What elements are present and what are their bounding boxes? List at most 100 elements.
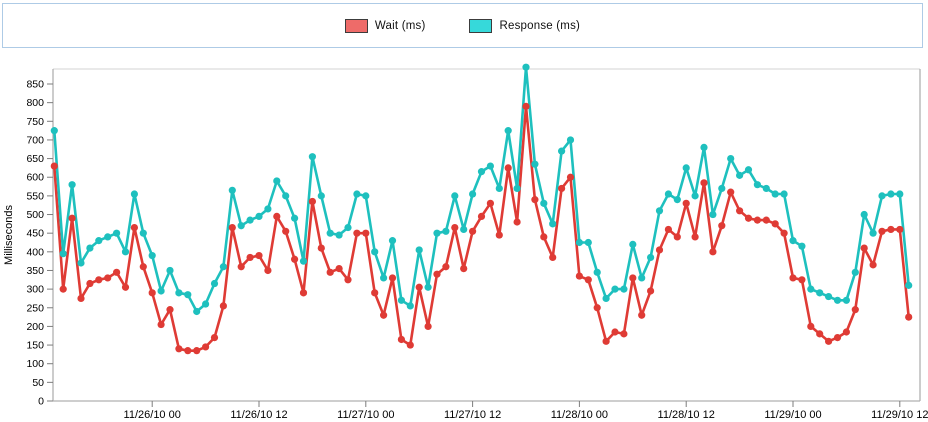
response-data-point[interactable] xyxy=(682,164,690,172)
wait-data-point[interactable] xyxy=(887,225,895,234)
wait-data-point[interactable] xyxy=(255,251,263,260)
response-data-point[interactable] xyxy=(175,289,183,297)
response-data-point[interactable] xyxy=(477,168,486,176)
response-data-point[interactable] xyxy=(442,227,450,235)
wait-data-point[interactable] xyxy=(95,276,103,284)
wait-data-point[interactable] xyxy=(451,223,459,232)
response-data-point[interactable] xyxy=(611,285,619,293)
response-data-point[interactable] xyxy=(860,210,868,219)
wait-data-point[interactable] xyxy=(486,199,494,207)
response-data-point[interactable] xyxy=(566,136,575,144)
response-data-point[interactable] xyxy=(602,294,610,303)
response-data-point[interactable] xyxy=(673,196,681,204)
wait-data-point[interactable] xyxy=(326,268,334,276)
wait-data-point[interactable] xyxy=(682,199,690,207)
wait-data-point[interactable] xyxy=(860,244,868,252)
wait-data-point[interactable] xyxy=(130,223,138,232)
wait-data-point[interactable] xyxy=(762,216,770,224)
wait-data-point[interactable] xyxy=(540,233,548,241)
response-data-point[interactable] xyxy=(433,229,441,237)
response-data-point[interactable] xyxy=(620,285,628,293)
response-data-point[interactable] xyxy=(771,190,779,198)
response-data-point[interactable] xyxy=(709,210,717,219)
response-data-point[interactable] xyxy=(451,192,459,200)
response-data-point[interactable] xyxy=(807,285,815,293)
wait-data-point[interactable] xyxy=(317,244,325,252)
wait-data-point[interactable] xyxy=(469,227,477,235)
response-data-point[interactable] xyxy=(86,244,94,252)
wait-data-point[interactable] xyxy=(673,233,681,241)
response-data-point[interactable] xyxy=(380,274,388,282)
wait-data-point[interactable] xyxy=(121,283,130,291)
response-data-point[interactable] xyxy=(736,171,744,179)
response-data-point[interactable] xyxy=(362,192,370,200)
response-data-point[interactable] xyxy=(762,184,770,193)
wait-data-point[interactable] xyxy=(406,341,414,349)
response-data-point[interactable] xyxy=(869,229,877,237)
response-data-point[interactable] xyxy=(219,263,227,271)
wait-data-point[interactable] xyxy=(833,334,842,342)
response-data-point[interactable] xyxy=(744,166,753,174)
wait-data-point[interactable] xyxy=(807,322,815,331)
response-data-point[interactable] xyxy=(887,190,895,198)
response-data-point[interactable] xyxy=(825,292,833,301)
response-data-point[interactable] xyxy=(833,296,842,304)
response-data-point[interactable] xyxy=(575,238,584,247)
response-data-point[interactable] xyxy=(753,181,762,189)
wait-data-point[interactable] xyxy=(789,274,797,282)
response-data-point[interactable] xyxy=(718,184,726,193)
wait-data-point[interactable] xyxy=(753,216,762,224)
response-data-point[interactable] xyxy=(77,259,85,267)
response-data-point[interactable] xyxy=(397,296,405,304)
response-data-point[interactable] xyxy=(406,302,414,310)
wait-data-point[interactable] xyxy=(896,225,904,234)
wait-data-point[interactable] xyxy=(647,287,655,295)
response-data-point[interactable] xyxy=(531,160,539,168)
response-data-point[interactable] xyxy=(842,296,851,304)
response-data-point[interactable] xyxy=(228,186,236,194)
response-data-point[interactable] xyxy=(495,184,503,193)
response-data-point[interactable] xyxy=(647,253,655,262)
wait-data-point[interactable] xyxy=(68,214,76,222)
response-data-point[interactable] xyxy=(148,251,156,260)
wait-data-point[interactable] xyxy=(442,263,450,271)
response-data-point[interactable] xyxy=(789,237,797,245)
wait-data-point[interactable] xyxy=(166,306,174,314)
wait-data-point[interactable] xyxy=(718,222,726,230)
wait-data-point[interactable] xyxy=(780,229,788,237)
wait-data-point[interactable] xyxy=(424,322,432,331)
wait-data-point[interactable] xyxy=(549,253,557,262)
wait-data-point[interactable] xyxy=(629,274,637,282)
response-data-point[interactable] xyxy=(371,248,379,256)
wait-data-point[interactable] xyxy=(575,272,584,280)
response-data-point[interactable] xyxy=(655,207,664,215)
wait-data-point[interactable] xyxy=(380,311,388,319)
wait-data-point[interactable] xyxy=(851,306,859,314)
response-data-point[interactable] xyxy=(59,250,67,258)
wait-data-point[interactable] xyxy=(869,261,877,269)
wait-data-point[interactable] xyxy=(878,227,886,235)
wait-data-point[interactable] xyxy=(638,311,646,319)
response-data-point[interactable] xyxy=(166,266,174,275)
wait-data-point[interactable] xyxy=(397,335,405,344)
response-data-point[interactable] xyxy=(780,190,788,198)
wait-data-point[interactable] xyxy=(184,347,192,355)
wait-data-point[interactable] xyxy=(611,328,619,336)
legend-item-wait[interactable]: Wait (ms) xyxy=(344,18,426,33)
wait-data-point[interactable] xyxy=(655,246,664,254)
response-data-point[interactable] xyxy=(121,248,130,256)
wait-data-point[interactable] xyxy=(415,283,423,291)
wait-data-point[interactable] xyxy=(388,274,397,282)
wait-data-point[interactable] xyxy=(771,220,779,228)
response-data-point[interactable] xyxy=(905,281,913,289)
wait-data-point[interactable] xyxy=(344,276,352,284)
response-data-point[interactable] xyxy=(664,190,673,198)
response-data-point[interactable] xyxy=(469,190,477,198)
response-data-point[interactable] xyxy=(308,153,316,161)
wait-data-point[interactable] xyxy=(371,289,379,297)
response-data-point[interactable] xyxy=(629,240,637,248)
response-data-point[interactable] xyxy=(193,307,201,316)
wait-data-point[interactable] xyxy=(691,233,699,241)
wait-data-point[interactable] xyxy=(433,270,441,278)
